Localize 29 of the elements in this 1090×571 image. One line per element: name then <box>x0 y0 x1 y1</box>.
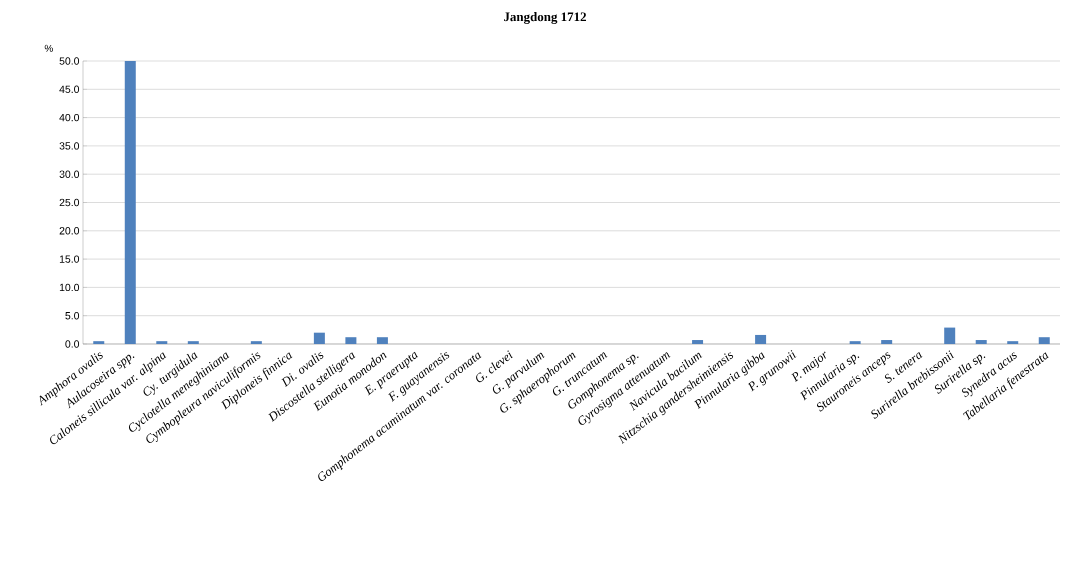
chart-title: Jangdong 1712 <box>504 12 587 24</box>
y-tick-label: 5.0 <box>65 312 80 320</box>
bar <box>124 61 136 344</box>
bar <box>1038 337 1050 344</box>
bar <box>376 337 388 344</box>
y-tick-label: 40.0 <box>59 113 80 122</box>
y-tick-label: 35.0 <box>59 142 80 150</box>
bar <box>313 332 325 344</box>
bar <box>345 337 357 344</box>
bar <box>881 340 893 344</box>
bar <box>187 341 199 344</box>
bar <box>849 341 861 344</box>
bar <box>1007 341 1019 344</box>
y-tick-label: 20.0 <box>59 227 80 235</box>
y-tick-label: 50.0 <box>59 57 80 65</box>
bar <box>250 341 262 344</box>
bar <box>93 341 105 344</box>
bar <box>755 334 767 344</box>
y-axis-title: % <box>44 44 53 52</box>
y-tick-label: 45.0 <box>59 85 80 94</box>
y-tick-label: 10.0 <box>59 283 80 292</box>
bar <box>975 340 987 344</box>
bar <box>692 340 704 344</box>
y-tick-label: 15.0 <box>59 255 80 263</box>
y-tick-label: 30.0 <box>59 170 80 178</box>
bar <box>944 327 956 344</box>
y-tick-label: 25.0 <box>59 198 80 207</box>
bar <box>156 341 168 344</box>
y-tick-label: 0.0 <box>65 340 80 348</box>
